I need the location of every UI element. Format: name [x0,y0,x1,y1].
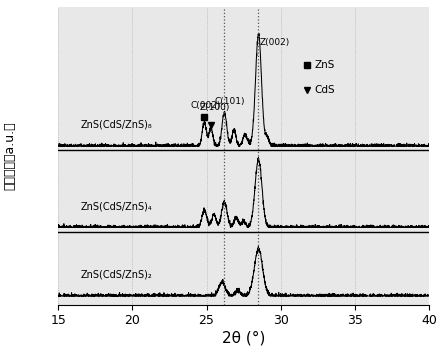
Text: ZnS(CdS/ZnS)₂: ZnS(CdS/ZnS)₂ [80,270,152,279]
Text: ZnS: ZnS [315,60,335,70]
Text: ZnS(CdS/ZnS)₄: ZnS(CdS/ZnS)₄ [80,201,152,211]
Text: C(101): C(101) [215,97,245,106]
Text: CdS: CdS [315,86,336,95]
Text: C(002): C(002) [190,101,221,111]
Text: Z(100): Z(100) [200,103,230,112]
Text: Z(002): Z(002) [260,38,290,47]
Text: 衍射强度（a.u.）: 衍射强度（a.u.） [4,121,16,190]
X-axis label: 2θ (°): 2θ (°) [222,330,266,345]
Text: ZnS(CdS/ZnS)₈: ZnS(CdS/ZnS)₈ [80,120,152,130]
